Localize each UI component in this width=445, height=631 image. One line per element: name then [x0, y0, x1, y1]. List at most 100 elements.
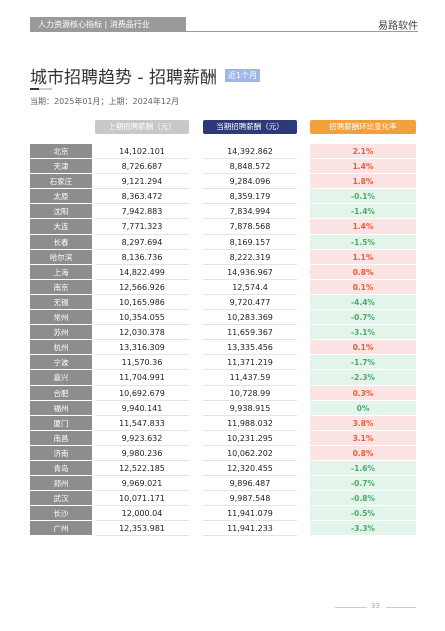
prev-salary-cell: 7,771.323: [95, 219, 189, 235]
header-prev-salary: 上期招聘薪酬（元）: [95, 120, 189, 134]
city-cell: 南昌: [30, 430, 92, 446]
change-rate-cell: 2.1%: [310, 144, 416, 160]
city-cell: 广州: [30, 521, 92, 537]
prev-salary-cell: 14,822.499: [95, 265, 189, 280]
change-rate-cell: -1.6%: [310, 460, 416, 477]
prev-salary-cell: 12,522.185: [95, 461, 189, 477]
city-cell: 石家庄: [30, 174, 92, 190]
cur-salary-cell: 12,320.455: [203, 461, 297, 477]
city-cell: 嘉兴: [30, 370, 92, 386]
change-rate-cell: -0.1%: [310, 189, 416, 205]
change-rate-cell: 0%: [310, 400, 416, 416]
prev-salary-cell: 8,297.694: [95, 235, 189, 250]
cur-salary-cell: 9,720.477: [203, 295, 297, 311]
report-category-tab: 人力资源核心指标 | 消费品行业: [30, 17, 186, 32]
cur-salary-cell: 12,574.4: [203, 280, 297, 295]
city-cell: 太原: [30, 189, 92, 205]
period-badge: 近1个月: [224, 69, 261, 82]
title-underline-light: [39, 88, 52, 90]
cur-salary-cell: 9,987.548: [203, 491, 297, 507]
title-underline-dark: [30, 88, 39, 90]
footer-rule-left: [335, 607, 367, 608]
change-rate-cell: -2.3%: [310, 370, 416, 386]
change-rate-cell: 3.1%: [310, 430, 416, 446]
city-cell: 福州: [30, 400, 92, 416]
cur-salary-cell: 11,371.219: [203, 355, 297, 371]
change-rate-cell: 0.8%: [310, 445, 416, 461]
prev-salary-cell: 9,121.294: [95, 174, 189, 190]
city-cell: 哈尔滨: [30, 249, 92, 265]
change-rate-column: 2.1% 1.4% 1.8% -0.1% -1.4% 1.4% -1.5% 1.1% 0.8% 0…: [310, 144, 416, 537]
prev-salary-cell: 9,980.236: [95, 446, 189, 461]
change-rate-cell: 0.1%: [310, 279, 416, 295]
prev-salary-cell: 8,363.472: [95, 189, 189, 205]
city-cell: 北京: [30, 144, 92, 160]
city-cell: 常州: [30, 310, 92, 326]
city-cell: 上海: [30, 264, 92, 280]
change-rate-cell: 1.1%: [310, 249, 416, 265]
city-cell: 青岛: [30, 460, 92, 477]
change-rate-cell: 0.1%: [310, 340, 416, 356]
prev-salary-cell: 9,940.141: [95, 401, 189, 416]
header-cur-salary: 当期招聘薪酬（元）: [203, 120, 297, 134]
page-number: 33: [371, 602, 380, 610]
prev-salary-cell: 9,923.632: [95, 431, 189, 446]
change-rate-cell: -0.7%: [310, 310, 416, 326]
change-rate-cell: 1.4%: [310, 159, 416, 175]
cur-salary-cell: 11,988.032: [203, 416, 297, 431]
cur-salary-cell: 8,359.179: [203, 189, 297, 205]
change-rate-cell: -1.5%: [310, 234, 416, 250]
city-cell: 郑州: [30, 476, 92, 492]
page-title-text: 城市招聘趋势 - 招聘薪酬: [30, 68, 217, 88]
prev-salary-cell: 10,354.055: [95, 310, 189, 326]
prev-salary-cell: 11,704.991: [95, 370, 189, 386]
change-rate-cell: 0.8%: [310, 264, 416, 280]
footer-rule-right: [386, 607, 416, 608]
cur-salary-cell: 8,222.319: [203, 250, 297, 265]
header-rule: [186, 31, 418, 32]
prev-salary-cell: 10,692.679: [95, 386, 189, 401]
cur-salary-column: 14,392.862 8,848.572 9,284.096 8,359.179 7,8…: [203, 144, 297, 537]
change-rate-cell: -0.7%: [310, 476, 416, 492]
city-cell: 济南: [30, 445, 92, 461]
city-column: 北京 天津 石家庄 太原 沈阳 大连 长春 哈尔滨 上海 南京 无锡 常州 苏州 杭州 宁波 嘉兴 合肥 福州 厦门…: [30, 144, 92, 537]
cur-salary-cell: 9,896.487: [203, 476, 297, 492]
cur-salary-cell: 14,392.862: [203, 144, 297, 160]
cur-salary-cell: 9,284.096: [203, 174, 297, 190]
city-cell: 合肥: [30, 385, 92, 401]
city-cell: 大连: [30, 219, 92, 235]
brand-name: 易路软件: [378, 21, 418, 32]
cur-salary-cell: 8,169.157: [203, 235, 297, 250]
city-cell: 无锡: [30, 294, 92, 311]
cur-salary-cell: 10,231.295: [203, 431, 297, 446]
prev-salary-cell: 13,316.309: [95, 340, 189, 356]
cur-salary-cell: 10,283.369: [203, 310, 297, 326]
change-rate-cell: 1.8%: [310, 174, 416, 190]
cur-salary-cell: 9,938.915: [203, 401, 297, 416]
prev-salary-cell: 12,566.926: [95, 280, 189, 295]
change-rate-cell: 3.8%: [310, 415, 416, 431]
prev-salary-cell: 12,000.04: [95, 506, 189, 522]
cur-salary-cell: 11,941.233: [203, 521, 297, 537]
city-cell: 厦门: [30, 415, 92, 431]
city-cell: 长沙: [30, 506, 92, 522]
city-cell: 沈阳: [30, 204, 92, 220]
header-change-rate: 招聘薪酬环比变化率: [310, 120, 416, 134]
prev-salary-cell: 7,942.883: [95, 204, 189, 220]
change-rate-cell: -0.8%: [310, 491, 416, 507]
cur-salary-cell: 7,878.568: [203, 219, 297, 235]
city-cell: 长春: [30, 234, 92, 250]
change-rate-cell: -3.3%: [310, 521, 416, 537]
cur-salary-cell: 11,437.59: [203, 370, 297, 386]
prev-salary-cell: 10,165.986: [95, 295, 189, 311]
cur-salary-cell: 11,941.079: [203, 506, 297, 522]
cur-salary-cell: 10,728.99: [203, 386, 297, 401]
change-rate-cell: -3.1%: [310, 325, 416, 341]
city-cell: 苏州: [30, 325, 92, 341]
prev-salary-cell: 11,570.36: [95, 355, 189, 371]
change-rate-cell: -0.5%: [310, 506, 416, 522]
prev-salary-cell: 12,353.981: [95, 521, 189, 537]
page-title: 城市招聘趋势 - 招聘薪酬 近1个月: [30, 63, 261, 88]
city-cell: 天津: [30, 159, 92, 175]
prev-salary-cell: 8,136.736: [95, 250, 189, 265]
